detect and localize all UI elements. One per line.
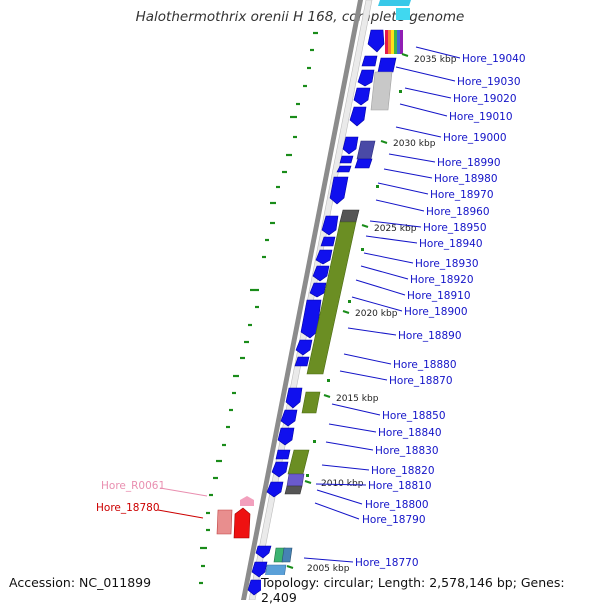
scale-label: 2025 kbp bbox=[374, 224, 417, 234]
gene-label: Hore_18770 bbox=[355, 557, 419, 569]
gene-label: Hore_18900 bbox=[404, 306, 468, 318]
gene-label: Hore_18970 bbox=[430, 189, 494, 201]
gene-label: Hore_18800 bbox=[365, 499, 429, 511]
gene-label: Hore_19030 bbox=[457, 76, 521, 88]
gene-label: Hore_18840 bbox=[378, 427, 442, 439]
gene-label: Hore_18920 bbox=[410, 274, 474, 286]
scale-label: 2030 kbp bbox=[393, 139, 436, 149]
scale-label: 2005 kbp bbox=[307, 564, 350, 574]
gene-label: Hore_18980 bbox=[434, 173, 498, 185]
scale-label: 2015 kbp bbox=[336, 394, 379, 404]
gene-label: Hore_18990 bbox=[437, 157, 501, 169]
backbone-band bbox=[241, 0, 363, 600]
gene-label: Hore_18850 bbox=[382, 410, 446, 422]
gene-label: Hore_18880 bbox=[393, 359, 457, 371]
gene-label: Hore_18810 bbox=[368, 480, 432, 492]
gene-label: Hore_18890 bbox=[398, 330, 462, 342]
multi-feature bbox=[385, 30, 403, 54]
gene-label: Hore_18910 bbox=[407, 290, 471, 302]
genes-reverse bbox=[216, 496, 254, 539]
gene-label: Hore_18790 bbox=[362, 514, 426, 526]
gene-label-reverse: Hore_18780 bbox=[96, 502, 160, 514]
dotted-track bbox=[199, 31, 318, 585]
scale-ticks bbox=[286, 53, 409, 569]
accession-text: Accession: NC_011899 bbox=[9, 575, 152, 590]
gene-label: Hore_18830 bbox=[375, 445, 439, 457]
gene-label: Hore_19010 bbox=[449, 111, 513, 123]
leader-line-pink bbox=[159, 487, 208, 497]
gene-labels: Hore_19040 Hore_19030 Hore_19020 Hore_19… bbox=[355, 53, 526, 569]
scale-label: 2010 kbp bbox=[321, 479, 364, 489]
gene-label: Hore_18870 bbox=[389, 375, 453, 387]
scale-label: 2035 kbp bbox=[414, 55, 457, 65]
leader-lines bbox=[303, 46, 461, 563]
gene-label: Hore_19020 bbox=[453, 93, 517, 105]
scale-label: 2020 kbp bbox=[355, 309, 398, 319]
genes-forward bbox=[247, 29, 385, 596]
genome-summary: Topology: circular; Length: 2,578,146 bp… bbox=[261, 575, 600, 605]
leader-line-red bbox=[157, 509, 204, 519]
scale-dots bbox=[306, 90, 402, 477]
gene-label: Hore_18940 bbox=[419, 238, 483, 250]
gene-label: Hore_18930 bbox=[415, 258, 479, 270]
map-title: Halothermothrix orenii H 168, complete g… bbox=[135, 9, 465, 25]
gene-label-rna: Hore_R0061 bbox=[101, 480, 165, 492]
gene-label: Hore_19000 bbox=[443, 132, 507, 144]
scale-labels: 2035 kbp 2030 kbp 2025 kbp 2020 kbp 2015… bbox=[307, 55, 457, 574]
top-marker-block bbox=[396, 8, 410, 20]
gene-label: Hore_18960 bbox=[426, 206, 490, 218]
gene-label: Hore_18950 bbox=[423, 222, 487, 234]
gene-label: Hore_18820 bbox=[371, 465, 435, 477]
gene-label: Hore_19040 bbox=[462, 53, 526, 65]
top-marker bbox=[378, 0, 411, 6]
